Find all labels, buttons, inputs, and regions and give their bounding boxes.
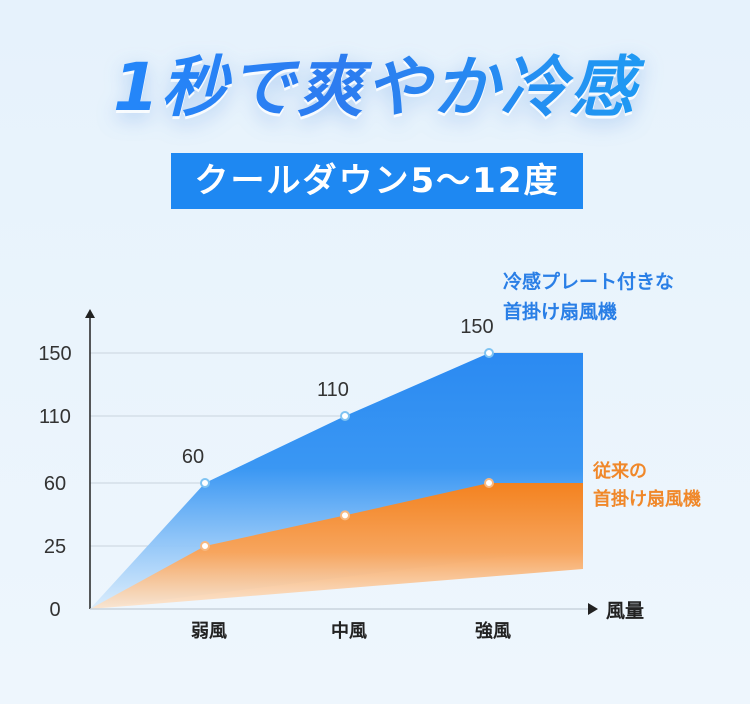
y-axis-arrow — [85, 309, 95, 318]
point-conventional — [200, 541, 210, 551]
legend-line: 従来の — [593, 461, 647, 482]
point-conventional — [340, 510, 350, 521]
y-tick-label: 150 — [38, 343, 71, 365]
data-label: 150 — [460, 316, 493, 338]
x-axis-arrow — [588, 603, 598, 615]
point-cooling-plate — [340, 411, 350, 421]
x-tick-label: 中風 — [331, 620, 367, 642]
legend-cooling-plate: 冷感プレート付きな 首掛け扇風機 — [503, 267, 674, 327]
y-tick-label: 60 — [44, 473, 66, 495]
cooldown-badge: クールダウン5～12度 — [171, 153, 583, 209]
point-cooling-plate — [484, 348, 494, 358]
legend-line: 冷感プレート付きな — [503, 271, 675, 293]
headline: 1秒で爽やか冷感 — [0, 51, 750, 125]
legend-conventional: 従来の 首掛け扇風機 — [593, 458, 701, 514]
point-cooling-plate — [200, 478, 210, 488]
data-label: 110 — [317, 379, 349, 401]
series-area-conventional — [90, 483, 583, 609]
x-tick-label: 弱風 — [191, 621, 227, 642]
x-tick-label: 強風 — [475, 620, 511, 642]
point-conventional — [484, 478, 494, 488]
data-label: 60 — [182, 446, 204, 468]
x-axis-label: 風量 — [606, 600, 644, 622]
y-tick-label: 0 — [49, 599, 60, 621]
y-tick-label: 25 — [44, 536, 66, 558]
y-tick-label: 110 — [39, 406, 71, 428]
legend-line: 首掛け扇風機 — [503, 301, 618, 323]
legend-line: 首掛け扇風機 — [593, 489, 701, 510]
